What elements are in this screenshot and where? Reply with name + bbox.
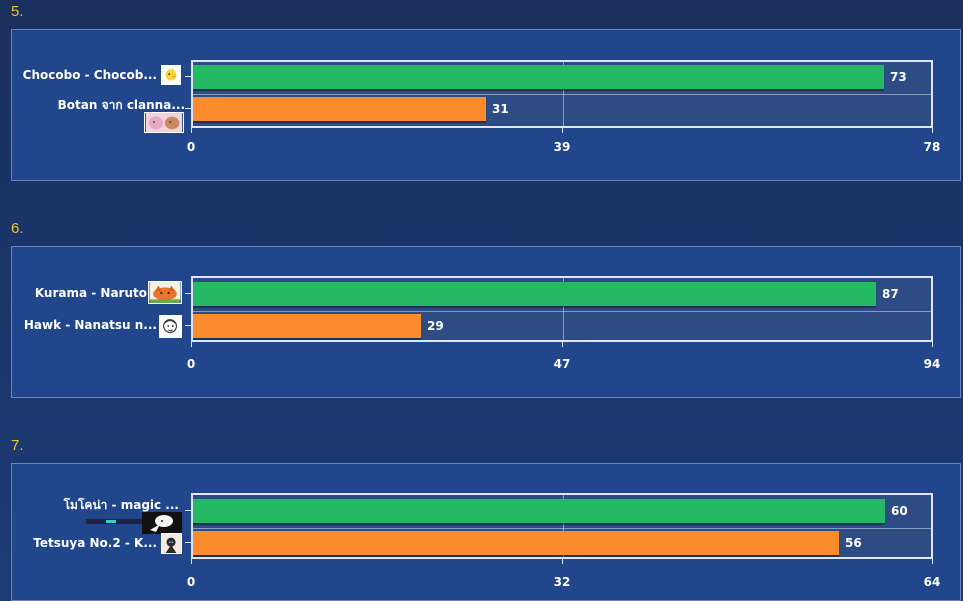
x-tick-label: 0	[186, 357, 196, 371]
x-tick-mark	[562, 559, 563, 564]
y-tick-mark	[185, 510, 191, 511]
x-tick-mark	[562, 342, 563, 347]
y-tick-mark	[185, 293, 191, 294]
bar-value-label: 56	[845, 536, 862, 550]
category-label: โมโคน่า - magic ...	[63, 498, 179, 512]
gridline	[563, 495, 564, 557]
category-label: Kurama - Naruto	[34, 286, 147, 300]
y-tick-mark	[185, 325, 191, 326]
plot-area: 60 56	[191, 493, 933, 559]
bar-series-2	[193, 531, 839, 555]
bar-series-1	[193, 282, 876, 306]
x-tick-mark	[562, 128, 563, 133]
x-tick-mark	[932, 128, 933, 133]
rank-number: 7.	[11, 437, 24, 454]
plot-area: 73 31	[191, 60, 933, 128]
bar-series-1	[193, 499, 885, 523]
category-label: Hawk - Nanatsu n...	[23, 318, 157, 332]
x-tick-label: 0	[186, 575, 196, 589]
plot-area: 87 29	[191, 276, 933, 342]
row-separator	[193, 311, 931, 312]
bar-value-label: 73	[890, 70, 907, 84]
category-label: Tetsuya No.2 - K...	[33, 536, 157, 550]
y-tick-mark	[185, 542, 191, 543]
category-label: Chocobo - Chocob...	[22, 68, 157, 82]
kurama-thumbnail-icon	[148, 281, 182, 304]
hawk-thumbnail-icon	[159, 315, 182, 338]
x-tick-mark	[191, 342, 192, 347]
y-tick-mark	[185, 76, 191, 77]
x-tick-label: 32	[553, 575, 571, 589]
x-tick-mark	[932, 559, 933, 564]
mokona-thumbnail-icon	[86, 512, 182, 534]
botan-thumbnail-icon	[144, 112, 184, 133]
rank-number: 6.	[11, 220, 24, 237]
x-tick-mark	[932, 342, 933, 347]
rank-number: 5.	[11, 3, 24, 20]
x-tick-label: 47	[553, 357, 571, 371]
y-tick-mark	[185, 108, 191, 109]
bar-series-1	[193, 65, 884, 89]
x-tick-mark	[191, 128, 192, 133]
gridline	[563, 278, 564, 340]
x-tick-mark	[191, 559, 192, 564]
tetsuya-thumbnail-icon	[161, 533, 182, 554]
x-tick-label: 78	[923, 140, 941, 154]
x-tick-label: 0	[186, 140, 196, 154]
bar-series-2	[193, 314, 421, 338]
row-separator	[193, 94, 931, 95]
bar-value-label: 31	[492, 102, 509, 116]
bar-value-label: 60	[891, 504, 908, 518]
chocobo-thumbnail-icon	[161, 65, 181, 85]
bar-value-label: 29	[427, 319, 444, 333]
x-tick-label: 94	[923, 357, 941, 371]
row-separator	[193, 528, 931, 529]
x-tick-label: 39	[553, 140, 571, 154]
bar-series-2	[193, 97, 486, 121]
category-label: Botan จาก clanna...	[57, 98, 185, 112]
x-tick-label: 64	[923, 575, 941, 589]
bar-value-label: 87	[882, 287, 899, 301]
